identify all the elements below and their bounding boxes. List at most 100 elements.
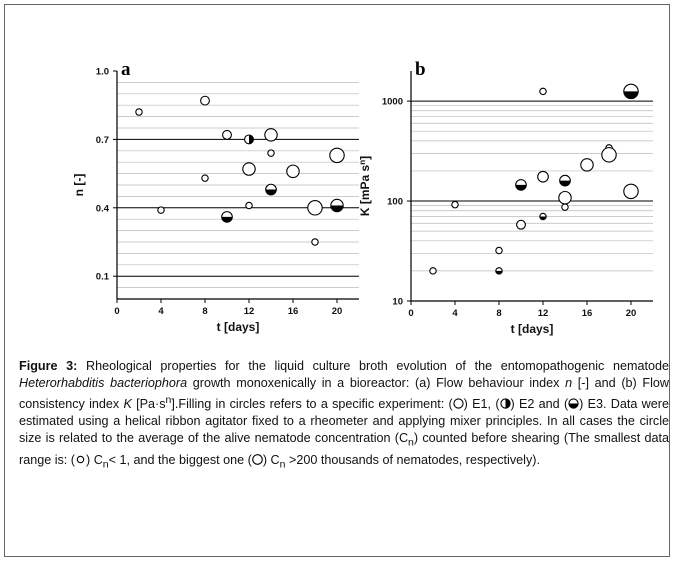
figure-frame: 0.1 0.4 0.7 1.0 0 4 8 12 16 20 t [days] n [-] a 10 100… <box>4 4 670 557</box>
superscript-n: n <box>165 394 172 406</box>
data-point <box>601 147 617 163</box>
data-point-outline <box>451 200 459 209</box>
data-point-outline <box>242 162 256 176</box>
data-point-outline <box>539 87 547 96</box>
data-point <box>580 158 594 172</box>
data-point <box>330 198 344 213</box>
caption-text: ) C <box>262 452 280 467</box>
data-point-outline <box>200 95 210 106</box>
data-point <box>515 179 527 191</box>
y-axis-label: K [mPa sn] <box>358 156 372 216</box>
data-point-outline <box>329 147 345 164</box>
caption-text: ) C <box>86 452 103 467</box>
data-point-outline <box>135 108 143 116</box>
caption-text: growth monoxenically in a bioreactor: (a… <box>187 376 566 390</box>
figure-charts: 0.1 0.4 0.7 1.0 0 4 8 12 16 20 t [days] n [-] a 10 100… <box>72 59 653 336</box>
subscript-n: n <box>102 458 109 471</box>
data-point-outline <box>623 183 639 200</box>
caption-text: ) counted before shearing (The smallest … <box>19 431 669 467</box>
x-tick-label: 8 <box>202 306 207 317</box>
x-tick-label: 4 <box>452 308 458 319</box>
data-point-fill <box>559 180 571 186</box>
y-tick-label: 100 <box>387 197 403 208</box>
data-point <box>221 211 233 223</box>
data-point <box>623 183 639 200</box>
data-point-fill <box>265 189 277 195</box>
data-point-fill <box>221 216 233 223</box>
data-point <box>135 108 143 116</box>
caption-text: ].Filling in circles refers to a specifi… <box>171 397 453 412</box>
y-tick-label: 0.1 <box>96 272 110 283</box>
x-tick-label: 12 <box>538 308 549 319</box>
data-point <box>311 238 319 246</box>
panel-letter: a <box>121 59 131 80</box>
x-tick-label: 20 <box>332 306 343 317</box>
data-point <box>495 267 503 275</box>
data-point-outline <box>307 200 323 216</box>
data-point-fill <box>539 216 547 220</box>
data-point <box>539 87 547 96</box>
data-point-outline <box>264 128 278 142</box>
data-point-fill <box>249 135 254 144</box>
caption-text: [-] and (b) Flow consistency index <box>19 376 669 412</box>
caption-text: ) E1, ( <box>463 397 500 412</box>
data-point <box>516 219 526 230</box>
panel-a: 0.1 0.4 0.7 1.0 0 4 8 12 16 20 t [days] n [-] a <box>72 59 359 334</box>
data-point <box>242 162 256 176</box>
subscript-n: n <box>408 436 414 449</box>
small-circle-icon <box>76 455 85 463</box>
caption-text: ) E3. Data were estimated using a helica… <box>19 397 669 446</box>
x-axis-label: t [days] <box>511 322 554 336</box>
caption-text: < 1, and the biggest one ( <box>108 452 252 467</box>
x-tick-label: 12 <box>244 306 255 317</box>
x-tick-label: 0 <box>114 306 119 317</box>
y-axis-label: n [-] <box>72 174 86 197</box>
data-point <box>264 128 278 142</box>
data-point <box>200 95 210 106</box>
data-point <box>222 129 232 140</box>
data-point-outline <box>222 129 232 140</box>
y-tick-label: 1000 <box>382 97 403 108</box>
data-point <box>201 174 209 182</box>
caption-text: [Pa·s <box>131 397 166 412</box>
e2-circle-icon <box>499 398 511 409</box>
data-point-outline <box>267 149 275 157</box>
data-point-outline <box>580 158 594 172</box>
data-point-outline <box>286 164 300 179</box>
data-point <box>623 83 639 100</box>
data-point-outline <box>429 267 437 275</box>
y-tick-label: 1.0 <box>96 67 109 78</box>
data-point <box>157 206 165 214</box>
data-point-outline <box>537 170 549 183</box>
symbol-k: K <box>123 397 132 412</box>
panel-letter: b <box>415 59 426 80</box>
x-tick-label: 8 <box>496 308 501 319</box>
data-point-fill <box>330 205 344 212</box>
caption-text: ) E2 and ( <box>510 397 569 412</box>
data-point-outline <box>201 174 209 182</box>
x-tick-label: 16 <box>582 308 593 319</box>
data-point <box>245 201 253 210</box>
x-tick-label: 0 <box>408 308 413 319</box>
data-point <box>265 183 277 196</box>
x-tick-label: 4 <box>158 306 164 317</box>
large-circle-icon <box>252 453 263 465</box>
data-point <box>429 267 437 275</box>
e1-circle-icon <box>453 398 464 409</box>
panel-b: 10 100 1000 0 4 8 12 16 20 t [days] K [mPa sn] b <box>358 59 653 336</box>
caption-text: Rheological properties for the liquid cu… <box>77 359 669 373</box>
x-tick-label: 16 <box>288 306 299 317</box>
subscript-n: n <box>279 458 286 471</box>
data-point <box>329 147 345 164</box>
data-point-outline <box>495 246 503 255</box>
y-tick-label: 0.7 <box>96 135 109 146</box>
x-tick-label: 20 <box>626 308 637 319</box>
symbol-n: n <box>565 376 573 390</box>
data-point <box>307 200 323 216</box>
data-point <box>561 203 569 211</box>
data-point <box>267 149 275 157</box>
data-point <box>286 164 300 179</box>
data-point <box>495 246 503 255</box>
data-point-outline <box>157 206 165 214</box>
data-point-outline <box>558 190 572 205</box>
